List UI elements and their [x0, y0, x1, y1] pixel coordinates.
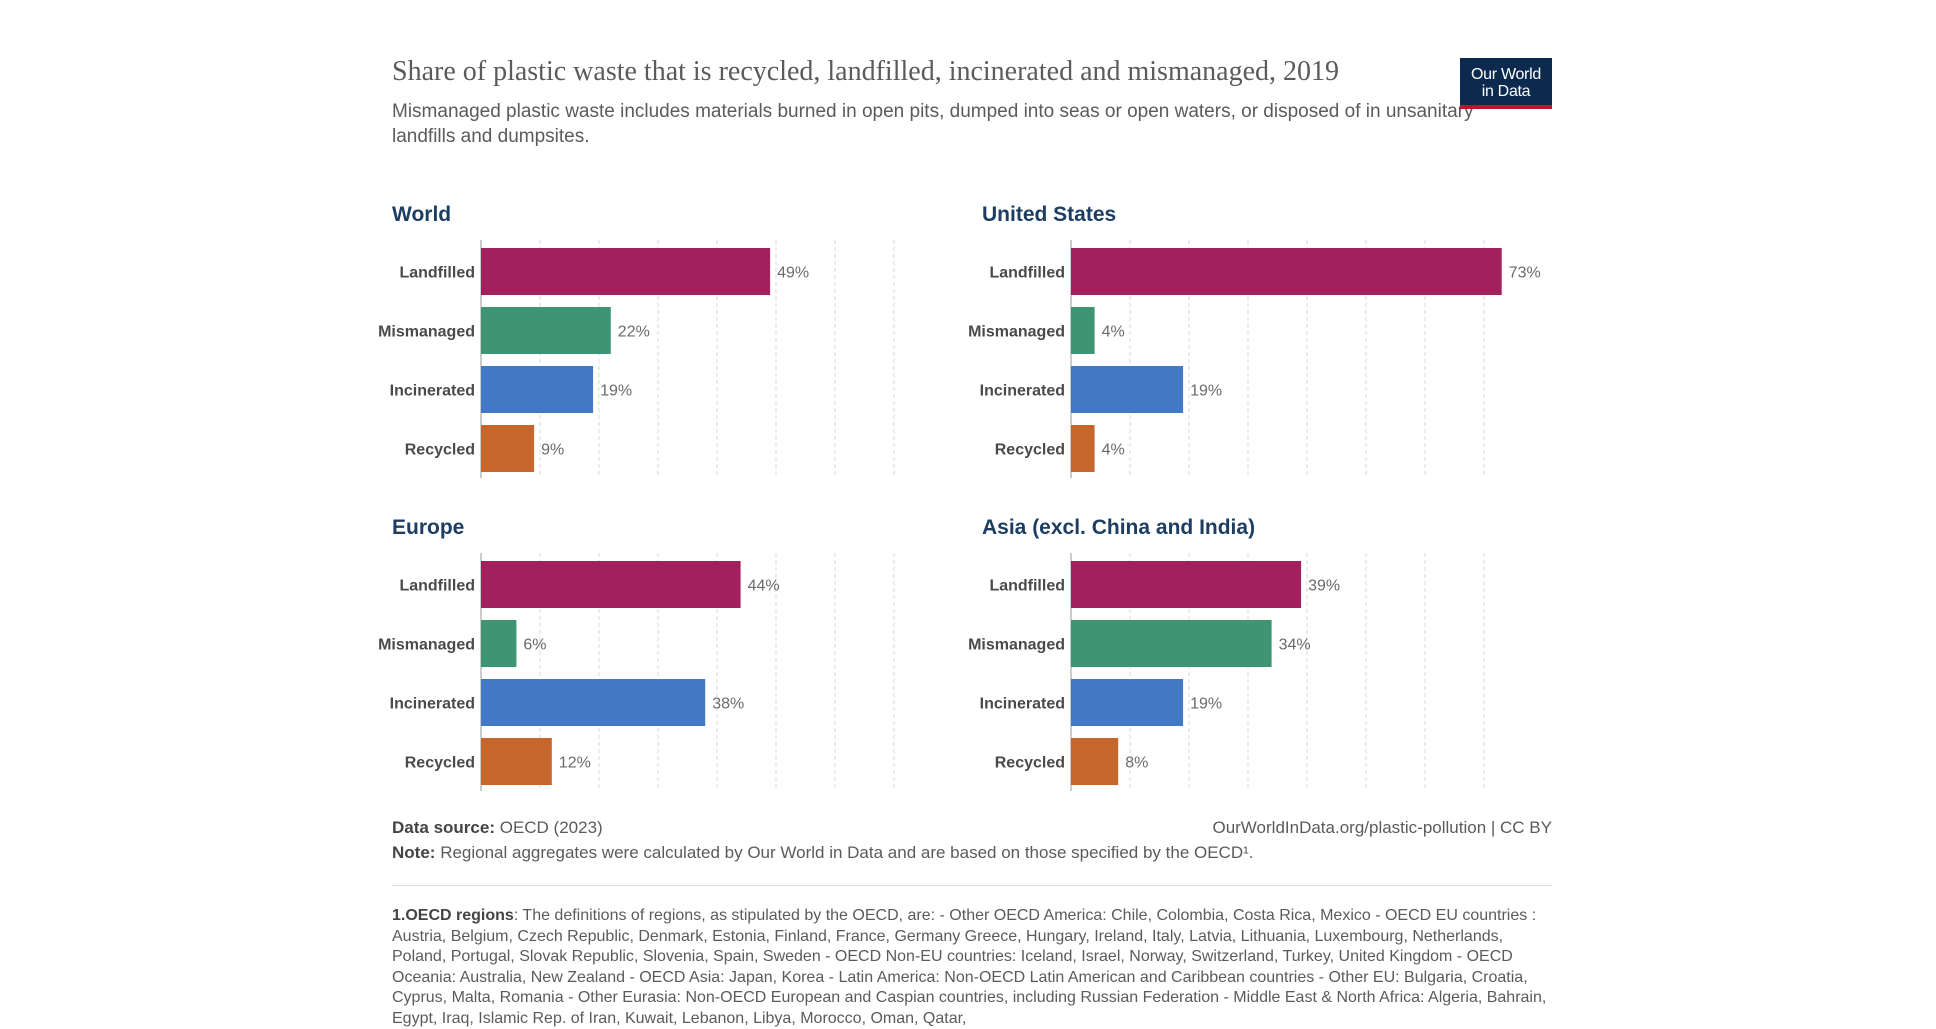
- bar-asia-excl-china-and-india-recycled[interactable]: [1071, 738, 1119, 785]
- note-label: Note:: [392, 843, 436, 862]
- value-label-europe-landfilled: 44%: [748, 578, 780, 595]
- category-label-asia-excl-china-and-india-recycled: Recycled: [995, 755, 1065, 772]
- value-label-europe-recycled: 12%: [559, 755, 591, 772]
- bar-asia-excl-china-and-india-mismanaged[interactable]: [1071, 620, 1272, 667]
- value-label-united-states-incinerated: 19%: [1190, 383, 1222, 400]
- value-label-united-states-landfilled: 73%: [1509, 265, 1541, 282]
- value-label-europe-mismanaged: 6%: [523, 637, 546, 654]
- panel-title-united-states: United States: [982, 203, 1117, 226]
- bar-chart-asia: Landfilled 39% Mismanaged 34% Incinerated 19%…: [968, 553, 1485, 791]
- bar-world-incinerated[interactable]: [481, 366, 594, 413]
- bar-united-states-incinerated[interactable]: [1071, 366, 1184, 413]
- bar-chart-world: Landfilled 49% Mismanaged 22% Incinerated 19%…: [378, 240, 895, 478]
- value-label-europe-incinerated: 38%: [712, 696, 744, 713]
- category-label-world-landfilled: Landfilled: [399, 265, 475, 282]
- bar-europe-incinerated[interactable]: [481, 679, 706, 726]
- data-source-label: Data source:: [392, 818, 495, 837]
- panel-title-europe: Europe: [392, 516, 465, 539]
- category-label-asia-excl-china-and-india-landfilled: Landfilled: [989, 578, 1065, 595]
- panel-asia: Asia (excl. China and India) Landfilled 3…: [968, 516, 1542, 816]
- category-label-europe-incinerated: Incinerated: [390, 696, 475, 713]
- bar-united-states-landfilled[interactable]: [1071, 248, 1502, 295]
- chart-footer: Data source: OECD (2023) Note: Regional …: [392, 815, 1552, 865]
- panel-title-world: World: [392, 203, 452, 226]
- chart-note: Note: Regional aggregates were calculate…: [392, 840, 1552, 865]
- category-label-united-states-incinerated: Incinerated: [980, 383, 1065, 400]
- category-label-united-states-mismanaged: Mismanaged: [968, 324, 1065, 341]
- data-source: Data source: OECD (2023): [392, 815, 1552, 840]
- bar-europe-recycled[interactable]: [481, 738, 552, 785]
- value-label-world-incinerated: 19%: [600, 383, 632, 400]
- panel-united-states: United States Landfilled 73% Mismanaged 4% I…: [968, 203, 1542, 503]
- footnote: 1.OECD regions: The definitions of regio…: [392, 906, 1552, 1029]
- footnote-text: : The definitions of regions, as stipula…: [392, 907, 1547, 1027]
- bar-europe-landfilled[interactable]: [481, 561, 741, 608]
- bar-world-recycled[interactable]: [481, 425, 535, 472]
- value-label-world-recycled: 9%: [541, 442, 564, 459]
- category-label-asia-excl-china-and-india-mismanaged: Mismanaged: [968, 637, 1065, 654]
- bar-asia-excl-china-and-india-landfilled[interactable]: [1071, 561, 1302, 608]
- logo-line-2: in Data: [1481, 83, 1531, 100]
- category-label-world-recycled: Recycled: [405, 442, 475, 459]
- value-label-united-states-recycled: 4%: [1102, 442, 1125, 459]
- value-label-world-landfilled: 49%: [777, 265, 809, 282]
- panel-europe: Europe Landfilled 44% Mismanaged 6% Incinera…: [378, 516, 952, 816]
- category-label-europe-landfilled: Landfilled: [399, 578, 475, 595]
- category-label-europe-mismanaged: Mismanaged: [378, 637, 475, 654]
- bar-asia-excl-china-and-india-incinerated[interactable]: [1071, 679, 1184, 726]
- category-label-europe-recycled: Recycled: [405, 755, 475, 772]
- category-label-united-states-recycled: Recycled: [995, 442, 1065, 459]
- bar-chart-europe: Landfilled 44% Mismanaged 6% Incinerated 38% R…: [378, 553, 895, 791]
- data-source-value[interactable]: OECD (2023): [499, 818, 603, 837]
- bar-united-states-recycled[interactable]: [1071, 425, 1095, 472]
- bar-world-landfilled[interactable]: [481, 248, 771, 295]
- chart-header: Share of plastic waste that is recycled,…: [392, 55, 1552, 149]
- value-label-asia-excl-china-and-india-landfilled: 39%: [1308, 578, 1340, 595]
- chart-title: Share of plastic waste that is recycled,…: [392, 56, 1340, 87]
- value-label-asia-excl-china-and-india-recycled: 8%: [1125, 755, 1148, 772]
- panel-title-asia: Asia (excl. China and India): [982, 516, 1256, 539]
- footer-divider: [392, 885, 1552, 886]
- category-label-world-mismanaged: Mismanaged: [378, 324, 475, 341]
- note-text: Regional aggregates were calculated by O…: [440, 843, 1254, 862]
- category-label-asia-excl-china-and-india-incinerated: Incinerated: [980, 696, 1065, 713]
- value-label-united-states-mismanaged: 4%: [1102, 324, 1125, 341]
- footnote-label: 1.OECD regions: [392, 907, 514, 924]
- bar-world-mismanaged[interactable]: [481, 307, 611, 354]
- bar-europe-mismanaged[interactable]: [481, 620, 517, 667]
- value-label-asia-excl-china-and-india-mismanaged: 34%: [1279, 637, 1311, 654]
- category-label-world-incinerated: Incinerated: [390, 383, 475, 400]
- owid-logo[interactable]: Our World in Data: [1460, 58, 1552, 109]
- bar-united-states-mismanaged[interactable]: [1071, 307, 1095, 354]
- logo-line-1: Our World: [1471, 66, 1541, 83]
- category-label-united-states-landfilled: Landfilled: [989, 265, 1065, 282]
- bar-chart-united-states: Landfilled 73% Mismanaged 4% Incinerated 19% R…: [968, 240, 1541, 478]
- value-label-asia-excl-china-and-india-incinerated: 19%: [1190, 696, 1222, 713]
- source-url-link[interactable]: OurWorldInData.org/plastic-pollution | C…: [1212, 818, 1552, 837]
- chart-subtitle: Mismanaged plastic waste includes materi…: [392, 101, 1474, 147]
- panel-world: World Landfilled 49% Mismanaged 22% Incinera…: [378, 203, 952, 503]
- value-label-world-mismanaged: 22%: [618, 324, 650, 341]
